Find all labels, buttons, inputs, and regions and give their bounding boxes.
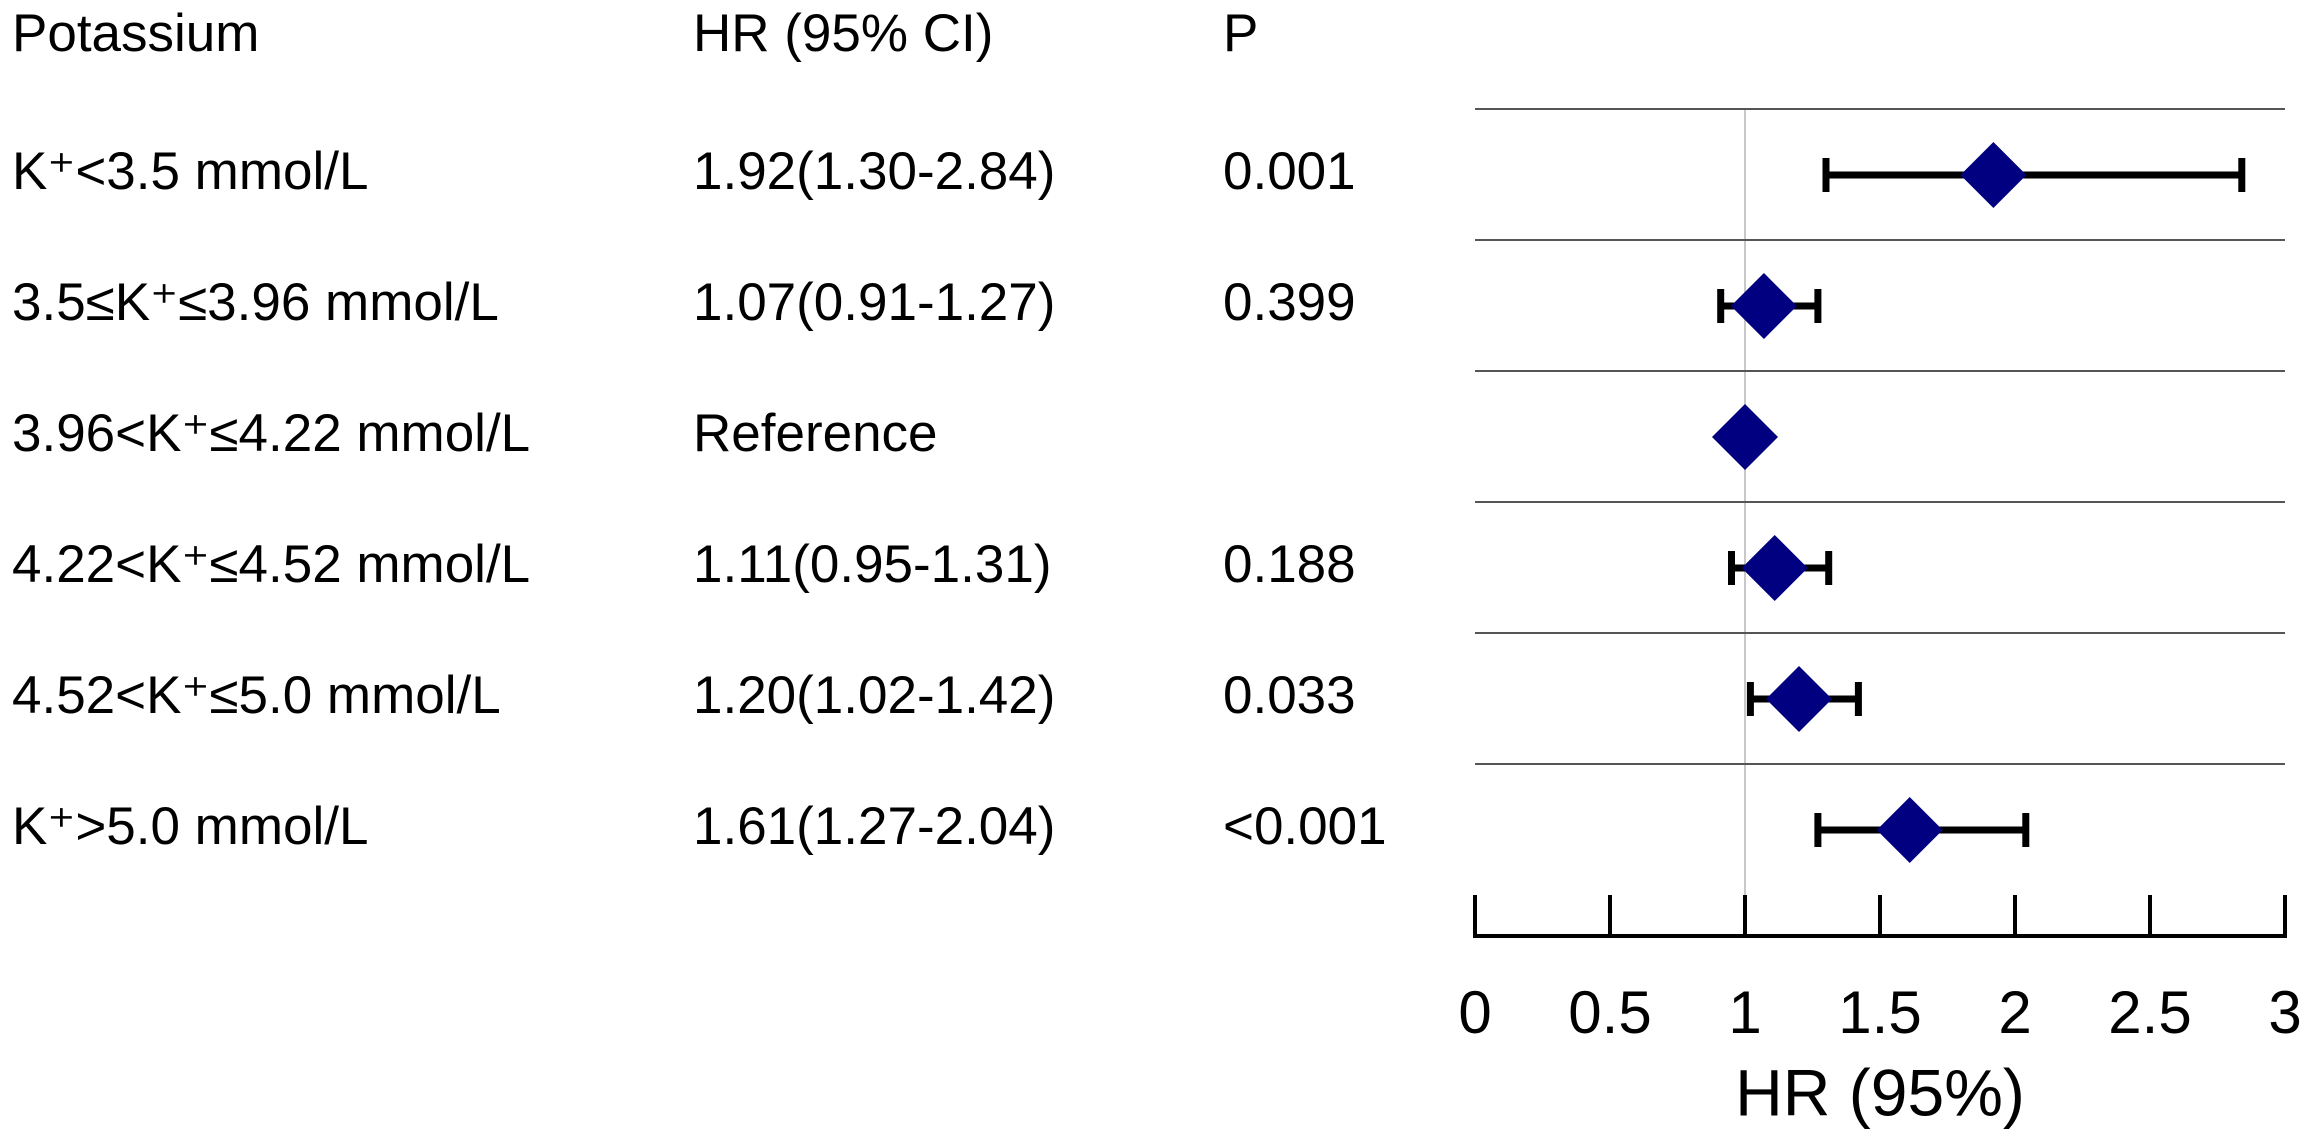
x-tick-label: 2.5 (2108, 979, 2191, 1046)
column-header: HR (95% CI) (693, 4, 993, 63)
x-tick-label: 1.5 (1838, 979, 1921, 1046)
x-tick-label: 1 (1728, 979, 1761, 1046)
row-label: 3.5≤K⁺≤3.96 mmol/L (12, 273, 499, 332)
row-label: K⁺<3.5 mmol/L (12, 142, 368, 201)
x-tick-label: 0 (1458, 979, 1491, 1046)
x-tick-label: 0.5 (1568, 979, 1651, 1046)
column-header: Potassium (12, 4, 259, 63)
hr-label: 1.20(1.02-1.42) (693, 666, 1055, 725)
hr-diamond (1730, 273, 1797, 339)
p-value: <0.001 (1223, 797, 1387, 856)
column-header: P (1223, 4, 1258, 63)
hr-label: 1.61(1.27-2.04) (693, 797, 1055, 856)
hr-label: 1.92(1.30-2.84) (693, 142, 1055, 201)
row-label: K⁺>5.0 mmol/L (12, 797, 368, 856)
hr-label: 1.07(0.91-1.27) (693, 273, 1055, 332)
p-value: 0.033 (1223, 666, 1356, 725)
x-axis-label: HR (95%) (1735, 1055, 2025, 1129)
hr-diamond (1741, 535, 1808, 601)
p-value: 0.001 (1223, 142, 1356, 201)
hr-label: Reference (693, 404, 938, 463)
row-label: 3.96<K⁺≤4.22 mmol/L (12, 404, 530, 463)
row-label: 4.22<K⁺≤4.52 mmol/L (12, 535, 530, 594)
hr-diamond (1766, 666, 1832, 732)
hr-diamond (1960, 142, 2027, 208)
hr-diamond (1876, 797, 1943, 863)
hr-label: 1.11(0.95-1.31) (693, 535, 1051, 594)
p-value: 0.399 (1223, 273, 1356, 332)
hr-diamond (1712, 404, 1778, 470)
p-value: 0.188 (1223, 535, 1356, 594)
row-label: 4.52<K⁺≤5.0 mmol/L (12, 666, 501, 725)
x-tick-label: 2 (1998, 979, 2031, 1046)
x-tick-label: 3 (2268, 979, 2301, 1046)
